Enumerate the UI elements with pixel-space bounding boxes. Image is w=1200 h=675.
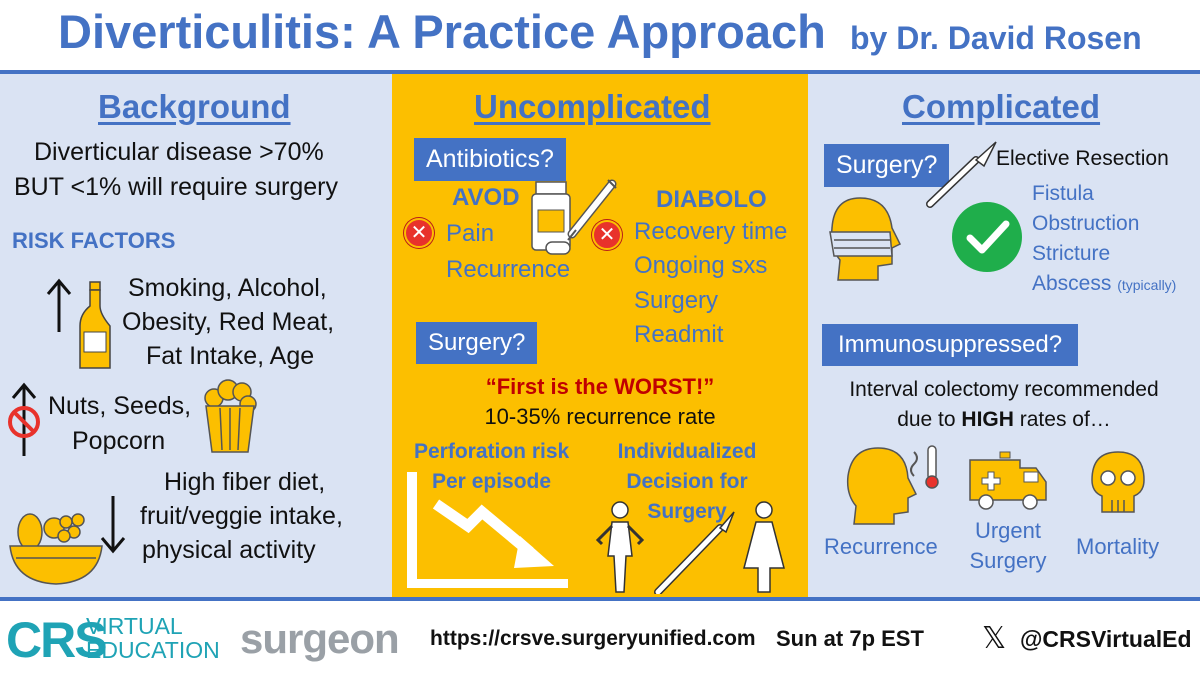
diabolo-item-ongoing: Ongoing sxs — [634, 252, 768, 279]
stat-line-2: BUT <1% will require surgery — [14, 173, 338, 201]
decrease-line-2: fruit/veggie intake, — [140, 502, 343, 530]
surgeon-mask-icon — [829, 197, 902, 281]
indication-fistula: Fistula — [1032, 182, 1094, 205]
x-logo-icon: 𝕏 — [982, 622, 1007, 655]
risk-factors-title: RISK FACTORS — [12, 228, 176, 253]
outcome-surgery: Surgery — [969, 548, 1047, 573]
outcome-mortality: Mortality — [1076, 534, 1160, 559]
diabolo-item-surgery: Surgery — [634, 287, 719, 314]
background-heading: Background — [98, 88, 291, 125]
outcome-recurrence: Recurrence — [824, 534, 938, 559]
perforation-line-1: Perforation risk — [414, 440, 570, 463]
abscess-note: (typically) — [1117, 277, 1177, 293]
crs-logo-text-2: EDUCATION — [86, 637, 220, 663]
indication-stricture: Stricture — [1032, 242, 1111, 265]
increase-line-2: Obesity, Red Meat, — [122, 308, 335, 336]
antibiotics-label: Antibiotics? — [414, 138, 566, 181]
myth-line-2: Popcorn — [72, 427, 166, 455]
diabolo-item-readmit: Readmit — [634, 321, 724, 348]
bottle-icon — [79, 281, 111, 369]
header: Diverticulitis: A Practice Approach by D… — [0, 0, 1200, 72]
uncomplicated-heading: Uncomplicated — [474, 88, 711, 125]
page-title: Diverticulitis: A Practice Approach — [58, 5, 826, 58]
increase-line-1: Smoking, Alcohol, — [128, 274, 327, 302]
popcorn-icon — [204, 379, 257, 453]
schedule: Sun at 7p EST — [776, 626, 924, 651]
background-panel: Background Diverticular disease >70% BUT… — [0, 74, 392, 597]
avod-item-recurrence: Recurrence — [446, 256, 571, 283]
interval-high: HIGH — [961, 408, 1014, 431]
scalpel-icon — [926, 141, 997, 208]
surgeon-logo: surgeon — [240, 615, 400, 662]
complicated-surgery-label: Surgery? — [824, 144, 950, 187]
declining-chart-icon — [407, 472, 568, 588]
outcome-urgent: Urgent — [974, 518, 1042, 543]
elective-resection: Elective Resection — [996, 147, 1169, 170]
avod-item-pain: Pain — [446, 220, 495, 247]
skull-icon — [1091, 451, 1145, 513]
diabolo-item-recovery: Recovery time — [634, 218, 788, 245]
interval-pre: due to — [897, 408, 962, 431]
surgery-label: Surgery? — [416, 322, 538, 364]
stat-line-1: Diverticular disease >70% — [34, 138, 324, 166]
crs-logo: CRS — [6, 612, 108, 668]
quote-first-worst: “First is the WORST!” — [485, 374, 715, 399]
avod-title: AVOD — [452, 184, 520, 211]
no-increase-icon — [8, 382, 40, 456]
diabolo-title: DIABOLO — [656, 186, 767, 213]
abscess-text: Abscess — [1032, 272, 1112, 295]
uncomplicated-panel: Uncomplicated Antibiotics? AVOD ✕ Pain R… — [392, 74, 808, 597]
indication-abscess: Abscess (typically) — [1032, 272, 1176, 296]
surgeon-patient-decision-icon — [595, 501, 785, 594]
interval-post: rates of… — [1013, 408, 1111, 431]
indication-obstruction: Obstruction — [1032, 212, 1140, 235]
fruit-bowl-icon — [9, 513, 103, 585]
decision-line-3: Surgery — [647, 500, 727, 523]
crs-logo-text-1: VIRTUAL — [86, 613, 183, 639]
recurrence-rate: 10-35% recurrence rate — [484, 404, 716, 429]
perforation-line-2: Per episode — [432, 470, 552, 493]
immunosuppressed-label: Immunosuppressed? — [822, 324, 1079, 366]
twitter-handle[interactable]: @CRSVirtualEd — [1020, 626, 1192, 652]
medication-icon — [531, 179, 617, 255]
sick-head-icon — [846, 445, 939, 525]
x-mark-icon: ✕ — [404, 218, 434, 248]
arrow-down-icon — [100, 496, 126, 554]
decrease-line-3: physical activity — [142, 536, 316, 564]
decision-line-2: Decision for — [626, 470, 748, 493]
decision-line-1: Individualized — [617, 440, 757, 463]
footer: CRS VIRTUAL EDUCATION surgeon https://cr… — [0, 601, 1200, 675]
interval-colectomy-line-1: Interval colectomy recommended — [849, 378, 1159, 401]
author-byline: by Dr. David Rosen — [850, 20, 1142, 56]
complicated-panel: Complicated Surgery? Elective Resection … — [808, 74, 1200, 597]
divider — [0, 597, 1200, 601]
ambulance-icon — [969, 451, 1047, 510]
complicated-heading: Complicated — [902, 88, 1101, 125]
arrow-up-icon — [46, 278, 72, 332]
check-icon — [952, 202, 1022, 272]
increase-line-3: Fat Intake, Age — [146, 342, 315, 370]
x-mark-icon: ✕ — [592, 220, 622, 250]
divider — [0, 70, 1200, 74]
decrease-line-1: High fiber diet, — [164, 468, 326, 496]
interval-colectomy-line-2: due to HIGH rates of… — [808, 408, 1200, 432]
myth-line-1: Nuts, Seeds, — [48, 392, 192, 420]
website-link[interactable]: https://crsve.surgeryunified.com — [430, 627, 756, 650]
